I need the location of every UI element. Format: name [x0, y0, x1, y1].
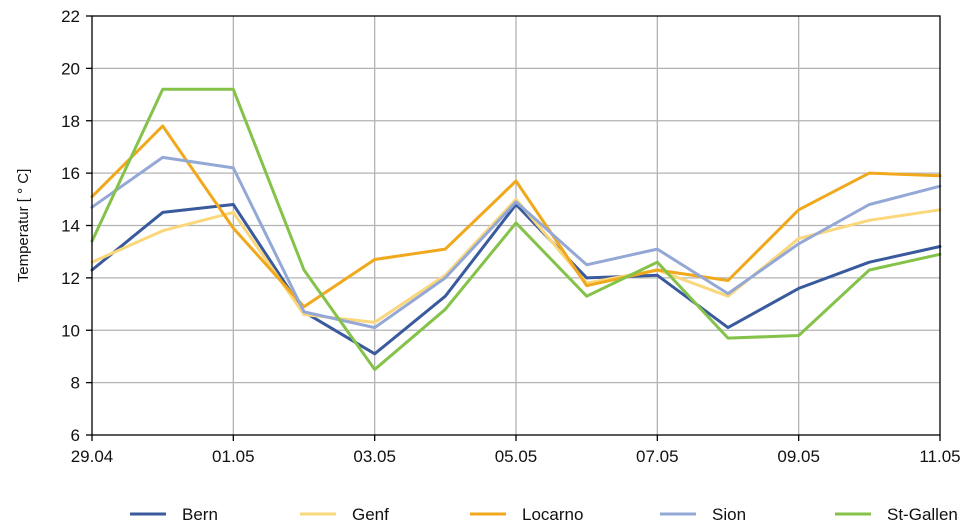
- y-tick-label: 14: [61, 217, 80, 236]
- y-axis-label: Temperatur [ ° C]: [15, 169, 32, 283]
- legend-label: Bern: [182, 505, 218, 524]
- axis-layer: 6 8 10 12 14 16 18 20 22 29.04 01.05 03.05 05.05 07.0…: [61, 7, 961, 466]
- y-tick-label: 22: [61, 7, 80, 26]
- series-line-genf: [90, 197, 942, 324]
- legend-item-locarno: Locarno: [470, 505, 583, 524]
- x-tick-label: 07.05: [636, 447, 679, 466]
- x-tick-label: 09.05: [777, 447, 820, 466]
- y-tick-label: 20: [61, 59, 80, 78]
- y-tick-label: 8: [71, 374, 80, 393]
- y-tick-label: 10: [61, 321, 80, 340]
- y-tick-label: 16: [61, 164, 80, 183]
- legend-item-bern: Bern: [130, 505, 218, 524]
- legend-label: Sion: [712, 505, 746, 524]
- x-tick-label: 01.05: [212, 447, 255, 466]
- legend: Bern Genf Locarno Sion St-Gallen: [130, 505, 958, 524]
- legend-item-genf: Genf: [300, 505, 389, 524]
- y-tick-label: 18: [61, 112, 80, 131]
- series-layer: [90, 87, 942, 371]
- series-line-bern: [90, 203, 942, 356]
- x-tick-label: 29.04: [71, 447, 114, 466]
- grid-layer: [92, 16, 940, 435]
- legend-item-st-gallen: St-Gallen: [835, 505, 958, 524]
- x-tick-label: 11.05: [919, 447, 960, 466]
- legend-label: Genf: [352, 505, 389, 524]
- series-line-locarno: [90, 124, 942, 309]
- series-line-sion: [90, 155, 942, 330]
- y-tick-label: 12: [61, 269, 80, 288]
- x-tick-label: 05.05: [495, 447, 538, 466]
- legend-label: St-Gallen: [887, 505, 958, 524]
- y-tick-label: 6: [71, 426, 80, 445]
- legend-item-sion: Sion: [660, 505, 746, 524]
- x-tick-label: 03.05: [353, 447, 396, 466]
- series-line-st-gallen: [90, 87, 942, 371]
- legend-label: Locarno: [522, 505, 583, 524]
